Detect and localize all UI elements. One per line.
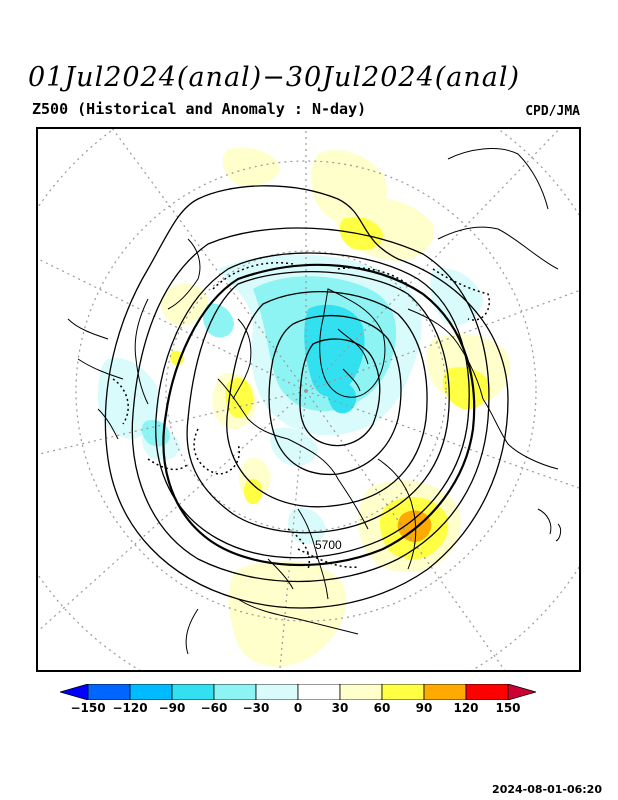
generation-timestamp: 2024-08-01-06:20: [492, 783, 602, 796]
colorbar-cell-7: [339, 684, 383, 700]
anomaly-zero-contours: [112, 262, 490, 570]
colorbar-tick-label: −120: [112, 701, 148, 715]
colorbar-cell-0: [60, 684, 89, 700]
colorbar-cell-2: [129, 684, 173, 700]
colorbar-tick-label: 150: [495, 701, 521, 715]
agency-label: CPD/JMA: [525, 104, 580, 119]
colorbar-tick-label: −60: [200, 701, 228, 715]
anomaly-region-22: [442, 367, 491, 410]
colorbar-tick-label: 90: [415, 701, 433, 715]
colorbar-tick-label: 30: [331, 701, 349, 715]
anomaly-region-9: [304, 304, 365, 397]
anomaly-region-25: [170, 350, 184, 366]
colorbar-cells: [60, 684, 536, 700]
colorbar-cell-9: [423, 684, 467, 700]
colorbar-cell-10: [465, 684, 509, 700]
contour-value-label: 5700: [315, 538, 342, 552]
anomaly-region-11: [222, 147, 280, 186]
colorbar-cell-8: [381, 684, 425, 700]
map-title: 01Jul2024(anal)−30Jul2024(anal): [28, 62, 521, 93]
colorbar-cell-4: [213, 684, 257, 700]
anomaly-region-7: [202, 303, 234, 338]
colorbar-tick-label: 60: [373, 701, 391, 715]
colorbar-cell-5: [255, 684, 299, 700]
colorbar-cell-1: [87, 684, 131, 700]
polar-map: 5700: [36, 127, 581, 672]
anomaly-region-19: [228, 560, 347, 667]
colorbar-tick-label: 0: [293, 701, 303, 715]
anomaly-region-1: [98, 358, 160, 439]
colorbar-cell-6: [297, 684, 341, 700]
colorbar-tick-label: 120: [453, 701, 479, 715]
height-contours: [104, 185, 509, 609]
anomaly-region-23: [243, 478, 263, 505]
anomaly-region-21: [225, 378, 253, 419]
map-subtitle: Z500 (Historical and Anomaly : N-day): [32, 100, 367, 118]
polar-map-canvas: 5700: [38, 129, 579, 670]
colorbar-cell-3: [171, 684, 215, 700]
colorbar-tick-label: −30: [242, 701, 270, 715]
anomaly-colorbar: [60, 684, 536, 700]
colorbar-tick-label: −150: [70, 701, 106, 715]
anomaly-region-14: [161, 283, 208, 326]
anomaly-region-10: [327, 382, 357, 414]
colorbar-tick-label: −90: [158, 701, 186, 715]
colorbar-cell-11: [507, 684, 536, 700]
